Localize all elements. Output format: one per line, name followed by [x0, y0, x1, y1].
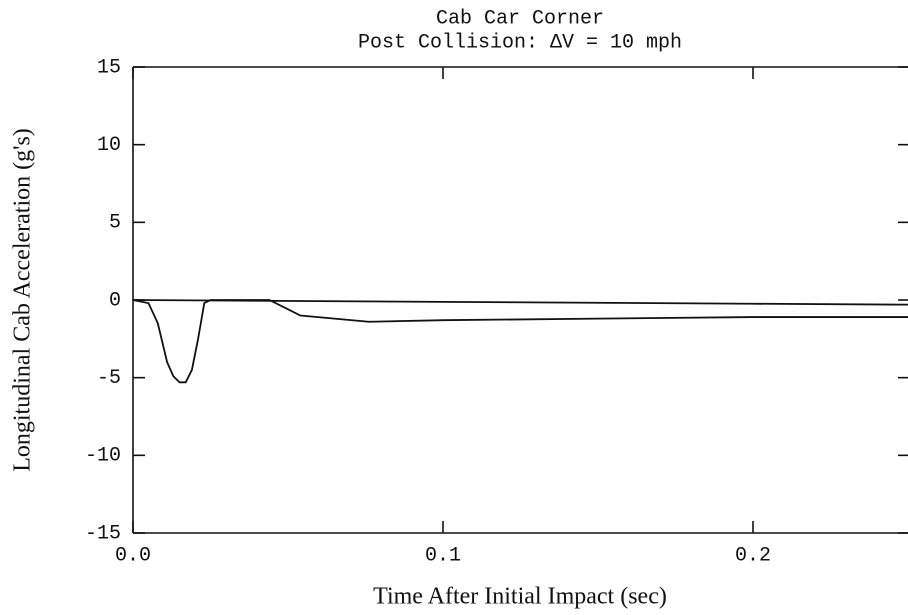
y-tick-label: 15 — [97, 56, 121, 79]
x-axis-label: Time After Initial Impact (sec) — [373, 584, 667, 610]
y-tick-label: -5 — [97, 367, 121, 390]
y-axis-label: Longitudinal Cab Acceleration (g's) — [10, 128, 36, 472]
y-tick-label: -10 — [85, 445, 121, 468]
data-line — [132, 299, 908, 306]
chart-title: Cab Car Corner — [436, 7, 604, 30]
y-tick-label: -15 — [85, 522, 121, 545]
x-tick-label: 0.2 — [735, 544, 771, 567]
chart-subtitle: Post Collision: ΔV = 10 mph — [358, 31, 682, 54]
y-tick-label: 0 — [109, 289, 121, 312]
x-tick-label: 0.1 — [425, 544, 461, 567]
data-line — [132, 299, 908, 384]
y-tick-label: 5 — [109, 212, 121, 235]
y-tick-label: 10 — [97, 134, 121, 157]
x-tick-label: 0.0 — [115, 544, 151, 567]
